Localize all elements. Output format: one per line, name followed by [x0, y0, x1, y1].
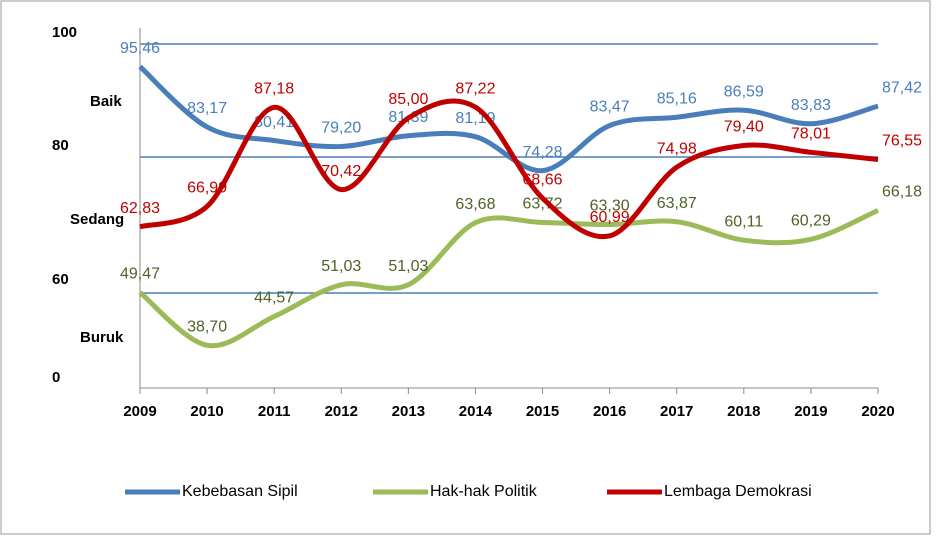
- data-label: 62,83: [120, 200, 160, 217]
- data-label: 60,29: [791, 213, 831, 230]
- legend-label: Lembaga Demokrasi: [664, 483, 812, 500]
- x-tick-label: 2016: [593, 403, 626, 420]
- data-label: 76,55: [882, 133, 922, 150]
- data-label: 95,46: [120, 40, 160, 57]
- series-line: [138, 64, 879, 174]
- axis-label: 0: [52, 369, 60, 386]
- x-tick-label: 2012: [325, 403, 358, 420]
- data-label: 74,98: [657, 140, 697, 157]
- data-label: 66,99: [187, 180, 227, 197]
- x-tick-label: 2009: [123, 403, 156, 420]
- data-label: 63,68: [455, 196, 495, 213]
- data-label: 85,16: [657, 90, 697, 107]
- data-label: 66,18: [882, 184, 922, 201]
- data-label: 80,41: [254, 114, 294, 131]
- data-label: 51,03: [388, 258, 428, 275]
- axis-label: 80: [52, 137, 69, 154]
- chart-frame: [0, 0, 931, 535]
- x-tick-label: 2017: [660, 403, 693, 420]
- x-tick-label: 2010: [190, 403, 223, 420]
- category-label: Buruk: [80, 329, 124, 346]
- data-label: 83,17: [187, 100, 227, 117]
- data-label: 79,40: [724, 119, 764, 136]
- category-label: Baik: [90, 93, 122, 110]
- axis-label: 60: [52, 271, 69, 288]
- data-label: 49,47: [120, 266, 160, 283]
- data-label: 38,70: [187, 319, 227, 336]
- axis-label: 100: [52, 24, 77, 41]
- x-tick-label: 2011: [258, 403, 291, 420]
- data-label: 85,00: [388, 91, 428, 108]
- data-label: 44,57: [254, 290, 294, 307]
- data-label: 63,87: [657, 195, 697, 212]
- data-label: 87,42: [882, 79, 922, 96]
- x-tick-label: 2019: [794, 403, 827, 420]
- data-label: 60,11: [724, 213, 763, 230]
- data-label: 78,01: [791, 126, 831, 143]
- category-label: Sedang: [70, 211, 124, 228]
- legend-label: Hak-hak Politik: [430, 483, 538, 500]
- data-label: 74,28: [523, 144, 563, 161]
- data-label: 79,20: [321, 120, 361, 137]
- x-tick-label: 2018: [727, 403, 760, 420]
- data-label: 83,47: [590, 99, 630, 116]
- x-tick-label: 2015: [526, 403, 559, 420]
- data-label: 87,22: [455, 80, 495, 97]
- x-tick-label: 2020: [861, 403, 894, 420]
- series-line: [139, 98, 879, 240]
- data-label: 60,99: [590, 209, 630, 226]
- data-label: 86,59: [724, 83, 764, 100]
- series-line: [138, 208, 880, 349]
- x-tick-label: 2013: [392, 403, 425, 420]
- data-label: 83,83: [791, 97, 831, 114]
- data-label: 70,42: [321, 163, 361, 180]
- data-label: 51,03: [321, 258, 361, 275]
- legend-label: Kebebasan Sipil: [182, 483, 298, 500]
- data-label: 63,30: [590, 198, 630, 215]
- data-label: 68,66: [523, 171, 563, 188]
- x-tick-label: 2014: [459, 403, 493, 420]
- data-label: 87,18: [254, 81, 294, 98]
